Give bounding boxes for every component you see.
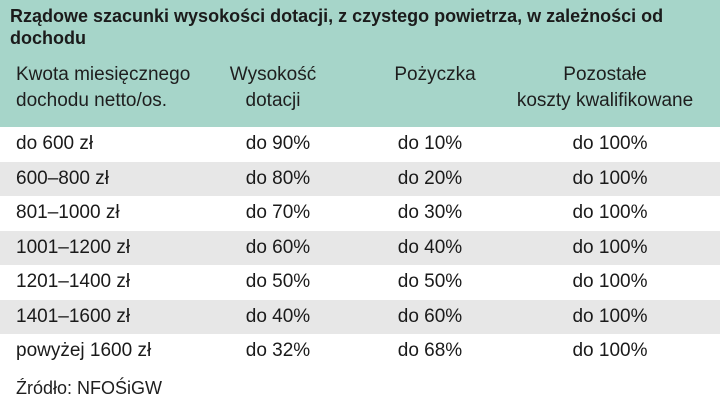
grant-cell: do 70% (245, 202, 311, 223)
loan-cell: do 40% (397, 236, 463, 258)
loan-cell: do 10% (397, 133, 463, 154)
column-header-loan: Pożyczka (380, 62, 490, 88)
column-header-income-line1: Kwota miesięcznego (16, 64, 191, 85)
other-cell: do 100% (572, 202, 648, 223)
income-cell: 1401–1600 zł (16, 305, 131, 327)
income-cell: 801–1000 zł (16, 202, 120, 223)
table-body: do 600 zł do 90% do 10% do 100% 600–800 … (0, 127, 720, 369)
grant-cell: do 50% (245, 271, 311, 292)
table-row: 801–1000 zł do 70% do 30% do 100% (0, 196, 720, 231)
income-cell: 600–800 zł (16, 167, 109, 189)
loan-cell: do 60% (397, 305, 463, 327)
table-row: 1001–1200 zł do 60% do 40% do 100% (0, 230, 720, 265)
column-header-grant: Wysokość dotacji (228, 62, 318, 114)
table-row: do 600 zł do 90% do 10% do 100% (0, 127, 720, 162)
column-header-grant-line1: Wysokość (229, 64, 317, 85)
other-cell: do 100% (572, 133, 648, 154)
loan-cell: do 20% (397, 167, 463, 189)
income-cell: do 600 zł (16, 133, 94, 154)
column-header-income-line2: dochodu netto/os. (16, 90, 168, 111)
grant-cell: do 40% (245, 305, 311, 327)
table-header: Rządowe szacunki wysokości dotacji, z cz… (0, 0, 720, 127)
table-row: 1401–1600 zł do 40% do 60% do 100% (0, 299, 720, 334)
column-header-income: Kwota miesięcznego dochodu netto/os. (16, 62, 190, 114)
table-row: 1201–1400 zł do 50% do 50% do 100% (0, 265, 720, 300)
column-header-other-line2: koszty kwalifikowane (516, 90, 694, 111)
other-cell: do 100% (572, 271, 648, 292)
other-cell: do 100% (572, 305, 648, 327)
table-row: 600–800 zł do 80% do 20% do 100% (0, 161, 720, 196)
other-cell: do 100% (572, 340, 648, 361)
other-cell: do 100% (572, 167, 648, 189)
table-row: powyżej 1600 zł do 32% do 68% do 100% (0, 334, 720, 369)
table-title: Rządowe szacunki wysokości dotacji, z cz… (10, 6, 664, 48)
loan-cell: do 68% (397, 340, 463, 361)
loan-cell: do 30% (397, 202, 463, 223)
column-header-other-line1: Pozostałe (563, 64, 647, 85)
income-cell: 1201–1400 zł (16, 271, 131, 292)
other-cell: do 100% (572, 236, 648, 258)
column-header-other: Pozostałe koszty kwalifikowane (500, 62, 710, 114)
loan-cell: do 50% (397, 271, 463, 292)
column-header-grant-line2: dotacji (245, 90, 301, 111)
column-header-loan-line1: Pożyczka (394, 64, 476, 85)
grant-cell: do 60% (245, 236, 311, 258)
source-note: Źródło: NFOŚiGW (16, 378, 163, 398)
income-cell: powyżej 1600 zł (16, 340, 152, 361)
income-cell: 1001–1200 zł (16, 236, 131, 258)
grant-cell: do 90% (245, 133, 311, 154)
grant-cell: do 32% (245, 340, 311, 361)
grant-cell: do 80% (245, 167, 311, 189)
